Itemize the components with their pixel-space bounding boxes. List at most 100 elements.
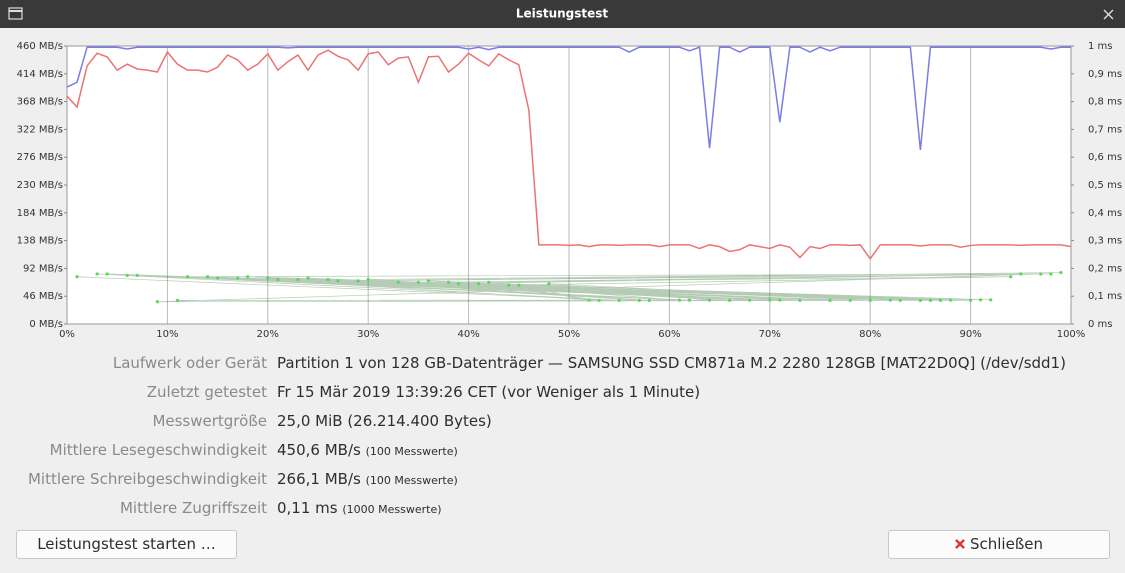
scatter-point (898, 298, 902, 302)
x-tick-label: 10% (156, 329, 178, 340)
scatter-point (597, 298, 601, 302)
scatter-point (185, 275, 190, 279)
scatter-point (296, 277, 300, 282)
value: 266,1 MB/s (277, 470, 361, 488)
y2-tick-label: 0,1 ms (1088, 291, 1122, 302)
y-tick-label: 230 MB/s (17, 180, 63, 191)
scatter-point (75, 275, 79, 279)
info-value: 25,0 MiB (26.214.400 Bytes) (277, 412, 492, 430)
scatter-point (928, 298, 933, 302)
scatter-point (446, 280, 451, 284)
x-tick-label: 90% (959, 329, 981, 340)
y2-tick-label: 0,9 ms (1088, 69, 1122, 80)
x-tick-label: 40% (457, 329, 479, 340)
info-label: Mittlere Zugriffszeit (119, 499, 267, 517)
info-row: Zuletzt getestet Fr 15 Mär 2019 13:39:26 … (0, 380, 1125, 404)
scatter-point (266, 276, 270, 280)
scatter-point (587, 298, 591, 302)
note: (100 Messwerte) (365, 474, 458, 487)
note: (1000 Messwerte) (342, 503, 442, 516)
scatter-point (155, 300, 159, 304)
y-tick-label: 184 MB/s (17, 208, 63, 219)
scatter-point (517, 283, 521, 287)
scatter-point (798, 298, 802, 302)
scatter-point (547, 282, 551, 286)
button-label: Leistungstest starten … (37, 535, 216, 553)
scatter-point (477, 282, 481, 286)
scatter-point (426, 279, 431, 283)
y-tick-label: 0 MB/s (29, 319, 63, 330)
close-icon (955, 539, 965, 549)
scatter-point (617, 298, 621, 302)
y-tick-label: 276 MB/s (17, 152, 63, 163)
scatter-point (1009, 275, 1013, 279)
x-tick-label: 80% (859, 329, 881, 340)
scatter-trace (77, 272, 1061, 303)
start-button[interactable]: Leistungstest starten … (16, 530, 237, 559)
scatter-point (306, 276, 310, 280)
scatter-point (687, 298, 692, 302)
x-tick-label: 0% (59, 329, 75, 340)
info-label: Mittlere Lesegeschwindigkeit (49, 441, 267, 459)
scatter-point (456, 282, 461, 286)
y2-tick-label: 0,3 ms (1088, 236, 1122, 247)
close-button[interactable]: Schließen (888, 530, 1110, 559)
info-label: Zuletzt getestet (146, 383, 267, 401)
scatter-point (728, 298, 732, 302)
note: (100 Messwerte) (365, 445, 458, 458)
scatter-point (647, 298, 651, 302)
scatter-point (95, 272, 99, 276)
scatter-point (948, 298, 953, 302)
y2-tick-label: 1 ms (1088, 41, 1113, 52)
y2-tick-label: 0,7 ms (1088, 124, 1122, 135)
info-row: Laufwerk oder Gerät Partition 1 von 128 G… (0, 351, 1125, 375)
y2-tick-label: 0,2 ms (1088, 263, 1122, 274)
info-value: 450,6 MB/s (100 Messwerte) (277, 438, 458, 464)
scatter-point (989, 298, 993, 302)
info-row: Messwertgröße 25,0 MiB (26.214.400 Bytes) (0, 409, 1125, 433)
scatter-point (637, 298, 641, 302)
close-window[interactable] (1103, 9, 1114, 20)
info-label: Mittlere Schreibgeschwindigkeit (27, 470, 267, 488)
scatter-point (326, 277, 330, 282)
series-line (66, 49, 1072, 261)
info-value: Partition 1 von 128 GB-Datenträger — SAM… (277, 354, 1066, 372)
x-tick-label: 70% (759, 329, 781, 340)
plot-border (66, 45, 1072, 325)
scatter-point (216, 276, 220, 280)
scatter-point (125, 273, 129, 277)
scatter-point (1049, 272, 1053, 276)
info-label: Messwertgröße (152, 412, 267, 430)
window-title: Leistungstest (516, 7, 609, 21)
button-label: Schließen (969, 535, 1044, 553)
info-row: Mittlere Schreibgeschwindigkeit 266,1 MB/… (0, 467, 1125, 491)
scatter-point (918, 298, 923, 302)
scatter-point (246, 275, 250, 279)
scatter-point (828, 298, 832, 302)
info-value: 0,11 ms (1000 Messwerte) (277, 496, 442, 522)
x-tick-label: 20% (257, 329, 279, 340)
y-tick-label: 92 MB/s (23, 263, 63, 274)
scatter-point (507, 283, 511, 287)
scatter-point (677, 298, 682, 302)
scatter-point (1059, 270, 1063, 275)
y2-tick-label: 0,4 ms (1088, 208, 1122, 219)
scatter-point (969, 298, 973, 302)
info-value: Fr 15 Mär 2019 13:39:26 CET (vor Weniger… (277, 383, 701, 401)
y-tick-label: 322 MB/s (17, 124, 63, 135)
scatter-point (848, 298, 852, 302)
y2-tick-label: 0,5 ms (1088, 180, 1122, 191)
scatter-point (416, 280, 420, 284)
scatter-point (1039, 272, 1043, 276)
y2-tick-label: 0,8 ms (1088, 97, 1122, 108)
scatter-point (707, 298, 712, 302)
y-tick-label: 414 MB/s (17, 69, 63, 80)
scatter-point (748, 298, 752, 302)
scatter-point (938, 298, 943, 302)
y-tick-label: 138 MB/s (17, 236, 63, 247)
scatter-point (487, 280, 491, 284)
scatter-point (236, 276, 240, 280)
scatter-point (276, 277, 280, 282)
y-tick-label: 368 MB/s (17, 97, 63, 108)
